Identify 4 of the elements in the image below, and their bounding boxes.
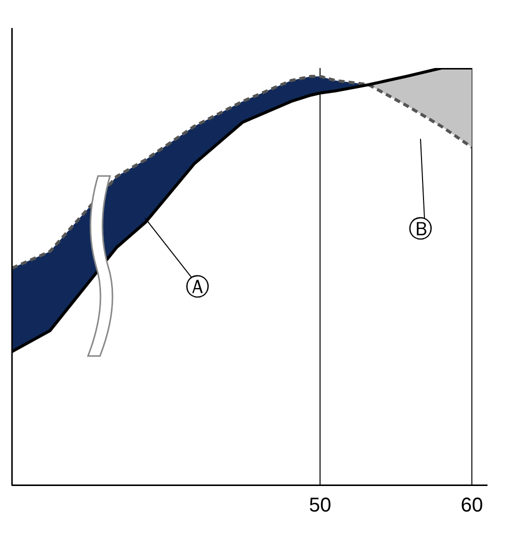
x-tick-label: 50: [308, 494, 332, 517]
x-tick-label: 60: [460, 494, 483, 517]
annotation: Ⓐ: [185, 273, 210, 302]
annotation: Ⓑ: [408, 214, 432, 243]
